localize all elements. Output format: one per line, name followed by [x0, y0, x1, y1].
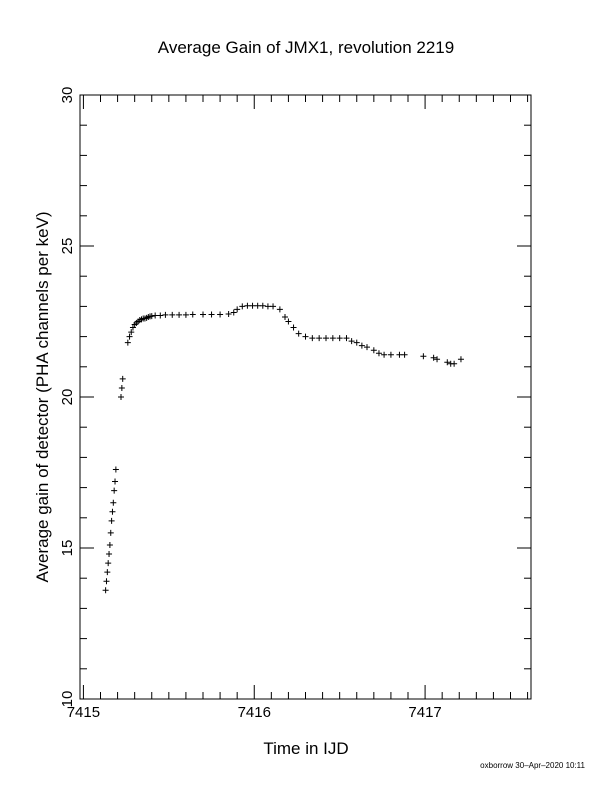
data-point: [152, 312, 159, 319]
data-point: [457, 356, 464, 363]
data-point: [401, 351, 408, 358]
data-point: [189, 311, 196, 318]
data-point: [329, 335, 336, 342]
data-point: [112, 466, 119, 473]
data-point: [107, 529, 114, 536]
data-point: [128, 329, 135, 336]
data-point: [336, 335, 343, 342]
x-tick-label: 7415: [67, 704, 100, 721]
data-point: [343, 335, 350, 342]
data-point: [309, 335, 316, 342]
data-point: [104, 569, 111, 576]
data-point: [157, 312, 164, 319]
data-point: [323, 335, 329, 342]
chart-title: Average Gain of JMX1, revolution 2219: [158, 38, 454, 57]
data-point: [176, 311, 183, 318]
data-point: [302, 333, 309, 340]
data-point: [103, 578, 110, 585]
data-point: [420, 353, 427, 360]
data-point: [208, 311, 215, 318]
data-point: [270, 303, 277, 310]
data-point: [126, 333, 133, 340]
data-point: [106, 541, 113, 548]
data-point: [225, 310, 232, 317]
data-point: [239, 303, 246, 310]
x-axis-label: Time in IJD: [263, 739, 348, 758]
data-point: [295, 330, 302, 337]
data-points: [102, 302, 464, 594]
data-point: [451, 360, 458, 367]
y-axis-label: Average gain of detector (PHA channels p…: [33, 211, 52, 582]
data-point: [387, 351, 394, 358]
data-point: [364, 344, 370, 351]
y-tick-label: 20: [59, 389, 76, 406]
data-point: [249, 302, 256, 309]
data-point: [264, 303, 271, 310]
data-point: [118, 394, 124, 400]
data-point: [230, 309, 237, 316]
y-tick-label: 10: [59, 691, 76, 708]
data-point: [244, 302, 251, 309]
data-point: [182, 311, 189, 318]
data-point: [444, 359, 451, 366]
tick-labels: 10 15 20 25 30 7415 7416 7417: [59, 87, 442, 721]
data-point: [162, 311, 169, 318]
data-point: [129, 324, 136, 331]
data-point: [148, 313, 155, 320]
data-point: [348, 338, 355, 345]
data-point: [254, 302, 261, 309]
data-point: [290, 324, 297, 331]
data-point: [119, 375, 126, 382]
x-tick-label: 7417: [408, 704, 441, 721]
data-point: [353, 339, 360, 346]
data-point: [396, 351, 403, 358]
data-point: [105, 560, 112, 567]
data-point: [106, 551, 113, 558]
data-point: [259, 302, 266, 309]
data-point: [381, 351, 388, 358]
y-tick-label: 30: [59, 87, 76, 104]
data-point: [111, 487, 118, 494]
credit-text: oxborrow 30–Apr–2020 10:11: [480, 761, 585, 770]
data-point: [276, 306, 283, 313]
axis-ticks: [80, 94, 531, 700]
data-point: [124, 339, 131, 346]
data-point: [217, 311, 224, 318]
data-point: [112, 478, 119, 485]
data-point: [109, 508, 116, 515]
plot-frame: [79, 94, 532, 700]
data-point: [118, 384, 125, 391]
data-point: [434, 356, 441, 363]
y-tick-label: 25: [59, 238, 76, 255]
data-point: [169, 311, 176, 318]
data-point: [110, 499, 117, 506]
data-point: [375, 350, 382, 357]
data-point: [316, 335, 323, 342]
data-point: [108, 517, 115, 524]
y-tick-label: 15: [59, 540, 76, 557]
data-point: [200, 311, 206, 318]
data-point: [282, 313, 288, 320]
data-point: [102, 587, 109, 594]
data-point: [285, 318, 292, 325]
data-point: [370, 347, 377, 354]
data-point: [234, 306, 241, 313]
data-point: [430, 354, 437, 361]
x-tick-label: 7416: [238, 704, 271, 721]
data-point: [358, 342, 365, 349]
